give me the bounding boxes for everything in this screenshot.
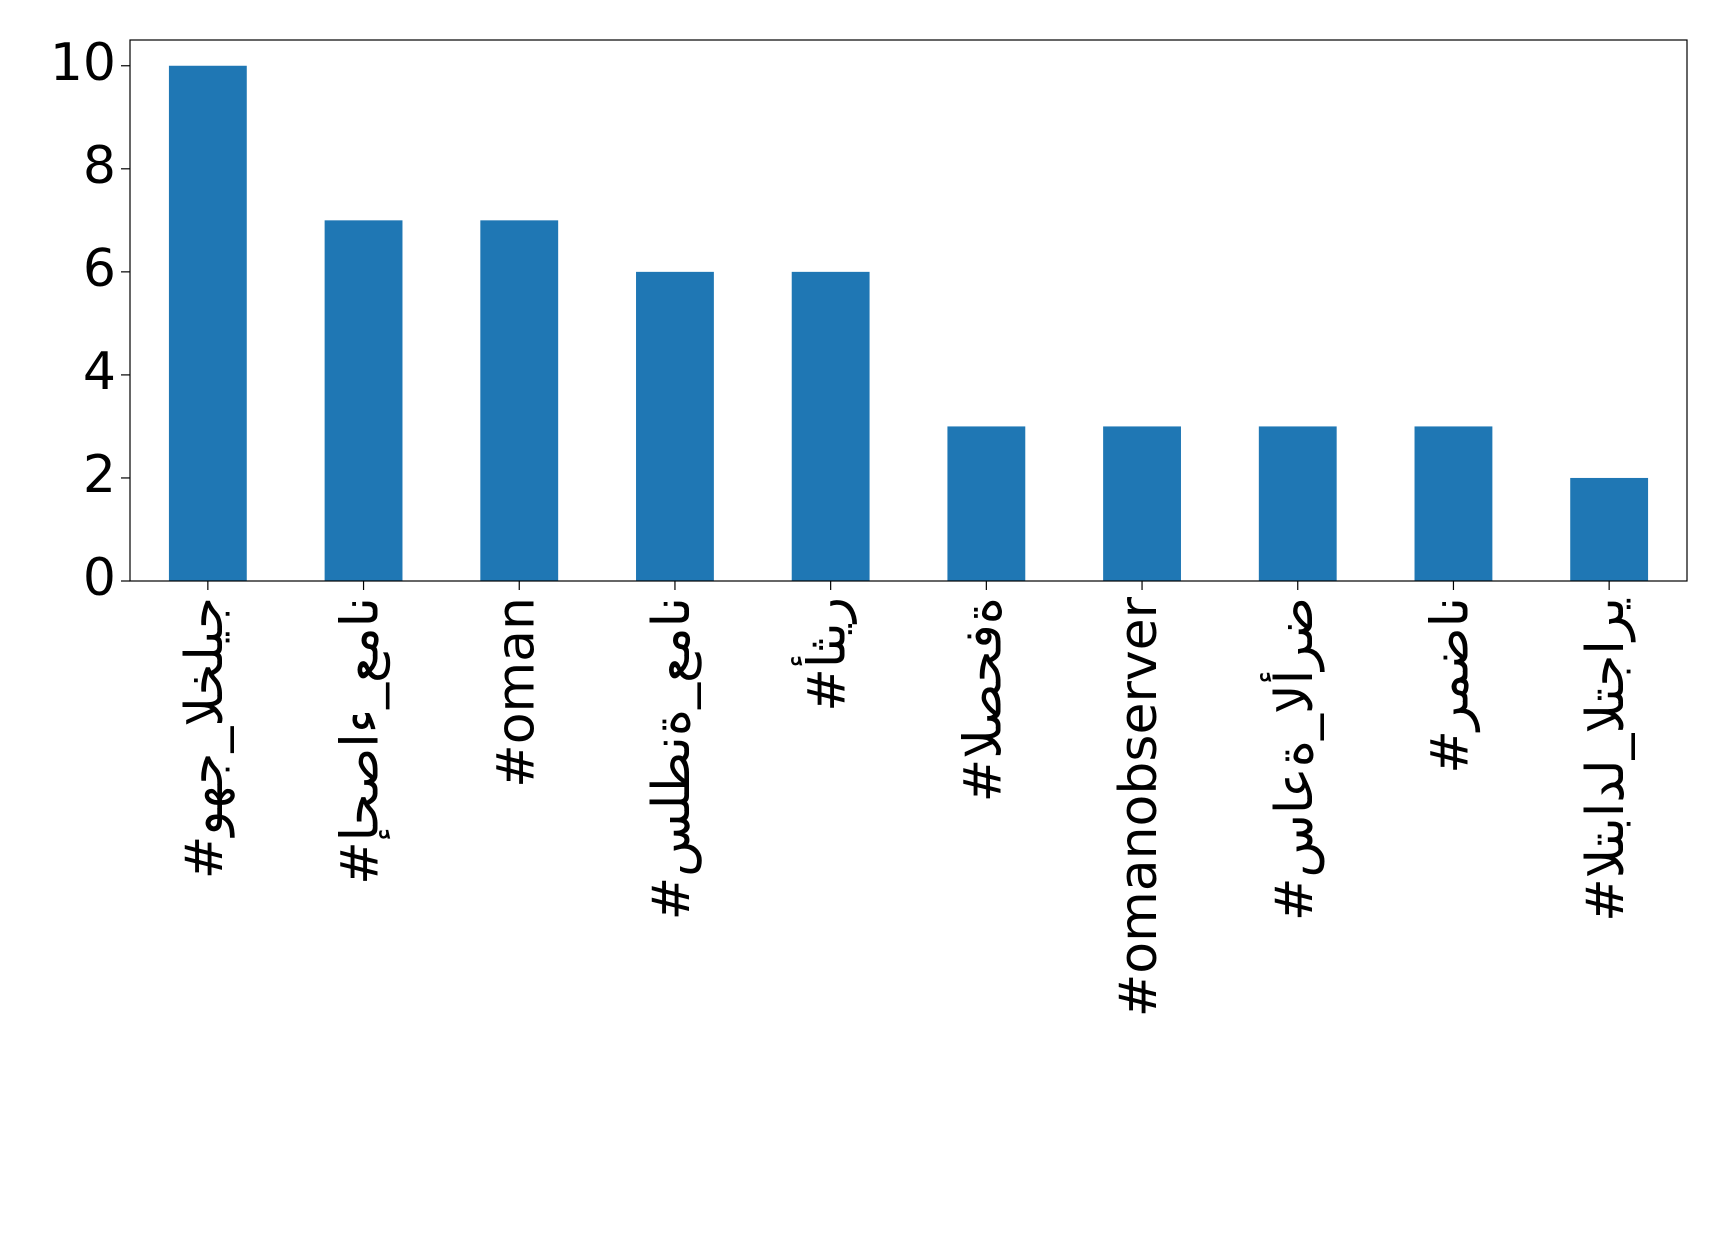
bar	[324, 220, 403, 582]
bar	[636, 271, 714, 581]
bar	[1414, 426, 1493, 581]
bar	[1258, 426, 1337, 581]
x-tick-label: #omanobserver	[1109, 596, 1169, 1017]
y-tick-label: 6	[83, 239, 116, 299]
x-tick-label: #وهج_الخليج	[175, 597, 235, 879]
x-tick-label: #إحصاء_عمان	[331, 597, 391, 885]
x-tick-label: #سلطنة_عمان	[642, 597, 702, 920]
bar	[480, 220, 559, 582]
bar	[168, 65, 247, 581]
x-tick-label: #oman	[486, 597, 546, 788]
bar	[791, 271, 870, 581]
x-tick-label: #أثير	[791, 597, 858, 712]
x-tick-label: #ساعة_الأرض	[1260, 597, 1325, 921]
x-tick-label: #التبادل_التجاري	[1576, 597, 1636, 922]
bar	[947, 426, 1026, 581]
y-tick-label: 8	[83, 136, 116, 196]
y-tick-label: 10	[50, 33, 116, 93]
y-tick-label: 4	[83, 342, 116, 402]
x-tick-label: #رمضان	[1420, 597, 1480, 774]
y-tick-label: 0	[83, 548, 116, 608]
bar	[1570, 477, 1649, 581]
y-tick-label: 2	[83, 445, 116, 505]
x-tick-label: #الصحفة	[953, 597, 1013, 802]
plot-frame	[129, 39, 1688, 582]
bar	[1103, 426, 1181, 581]
